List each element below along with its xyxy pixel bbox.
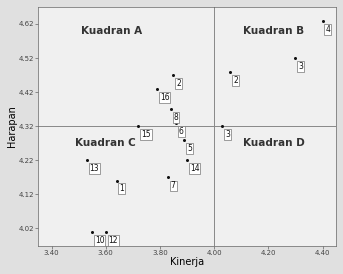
Text: 8: 8: [174, 113, 178, 122]
Text: 7: 7: [171, 181, 176, 190]
Text: 4: 4: [325, 25, 330, 34]
Text: 14: 14: [190, 164, 199, 173]
Text: 15: 15: [141, 130, 151, 139]
Text: 12: 12: [108, 236, 118, 245]
Text: 3: 3: [225, 130, 230, 139]
Text: 13: 13: [90, 164, 99, 173]
Text: Kuadran A: Kuadran A: [81, 26, 142, 36]
X-axis label: Kinerja: Kinerja: [170, 257, 204, 267]
Text: 5: 5: [187, 144, 192, 153]
Text: 2: 2: [233, 76, 238, 85]
Text: 6: 6: [179, 127, 184, 136]
Text: Kuadran D: Kuadran D: [243, 138, 305, 148]
Text: Kuadran C: Kuadran C: [75, 138, 136, 148]
Y-axis label: Harapan: Harapan: [7, 105, 17, 147]
Text: 16: 16: [160, 93, 169, 102]
Text: Kuadran B: Kuadran B: [243, 26, 304, 36]
Text: 3: 3: [298, 62, 303, 71]
Text: 10: 10: [95, 236, 105, 245]
Text: 2: 2: [176, 79, 181, 88]
Text: 1: 1: [119, 184, 124, 193]
